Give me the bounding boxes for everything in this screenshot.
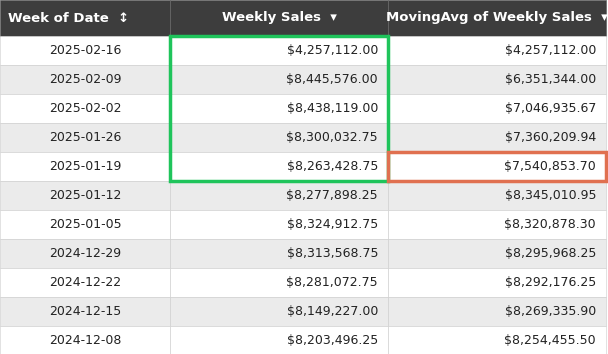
Bar bbox=[388, 297, 606, 326]
Bar bbox=[388, 65, 606, 94]
Text: 2025-02-09: 2025-02-09 bbox=[49, 73, 121, 86]
Bar bbox=[388, 152, 606, 181]
Bar bbox=[170, 268, 388, 297]
Bar bbox=[388, 0, 606, 36]
Bar bbox=[0, 0, 170, 36]
Text: 2024-12-22: 2024-12-22 bbox=[49, 276, 121, 289]
Bar bbox=[0, 239, 170, 268]
Text: $6,351,344.00: $6,351,344.00 bbox=[505, 73, 596, 86]
Text: $8,277,898.25: $8,277,898.25 bbox=[286, 189, 378, 202]
Bar bbox=[170, 239, 388, 268]
Text: $8,295,968.25: $8,295,968.25 bbox=[505, 247, 596, 260]
Bar bbox=[388, 94, 606, 123]
Text: Week of Date  ↕: Week of Date ↕ bbox=[8, 11, 129, 24]
Bar bbox=[170, 152, 388, 181]
Bar bbox=[0, 123, 170, 152]
Text: $8,313,568.75: $8,313,568.75 bbox=[286, 247, 378, 260]
Bar bbox=[170, 65, 388, 94]
Text: 2024-12-29: 2024-12-29 bbox=[49, 247, 121, 260]
Bar bbox=[388, 181, 606, 210]
Bar bbox=[170, 36, 388, 181]
Text: 2025-01-12: 2025-01-12 bbox=[49, 189, 121, 202]
Bar bbox=[0, 36, 170, 65]
Text: 2025-01-19: 2025-01-19 bbox=[49, 160, 121, 173]
Bar bbox=[170, 94, 388, 123]
Text: 2024-12-08: 2024-12-08 bbox=[49, 334, 121, 347]
Bar bbox=[0, 297, 170, 326]
Bar bbox=[170, 123, 388, 152]
Text: $8,324,912.75: $8,324,912.75 bbox=[287, 218, 378, 231]
Bar bbox=[0, 152, 170, 181]
Bar bbox=[170, 326, 388, 354]
Text: $8,300,032.75: $8,300,032.75 bbox=[286, 131, 378, 144]
Text: $8,320,878.30: $8,320,878.30 bbox=[505, 218, 596, 231]
Text: $7,360,209.94: $7,360,209.94 bbox=[505, 131, 596, 144]
Bar bbox=[170, 210, 388, 239]
Bar bbox=[388, 152, 606, 181]
Text: $4,257,112.00: $4,257,112.00 bbox=[505, 44, 596, 57]
Text: $4,257,112.00: $4,257,112.00 bbox=[286, 44, 378, 57]
Bar bbox=[170, 0, 388, 36]
Bar bbox=[388, 268, 606, 297]
Text: $8,263,428.75: $8,263,428.75 bbox=[286, 160, 378, 173]
Text: MovingAvg of Weekly Sales  ▾: MovingAvg of Weekly Sales ▾ bbox=[386, 11, 608, 24]
Bar bbox=[0, 65, 170, 94]
Text: $8,345,010.95: $8,345,010.95 bbox=[505, 189, 596, 202]
Text: $8,281,072.75: $8,281,072.75 bbox=[286, 276, 378, 289]
Text: $7,046,935.67: $7,046,935.67 bbox=[505, 102, 596, 115]
Bar bbox=[170, 181, 388, 210]
Bar bbox=[0, 326, 170, 354]
Bar bbox=[170, 297, 388, 326]
Text: 2025-01-26: 2025-01-26 bbox=[49, 131, 121, 144]
Text: $8,254,455.50: $8,254,455.50 bbox=[505, 334, 596, 347]
Text: 2025-01-05: 2025-01-05 bbox=[49, 218, 122, 231]
Bar bbox=[170, 36, 388, 65]
Bar bbox=[0, 210, 170, 239]
Text: Weekly Sales  ▾: Weekly Sales ▾ bbox=[221, 11, 336, 24]
Text: $8,149,227.00: $8,149,227.00 bbox=[286, 305, 378, 318]
Text: 2025-02-02: 2025-02-02 bbox=[49, 102, 121, 115]
Text: $8,269,335.90: $8,269,335.90 bbox=[505, 305, 596, 318]
Bar bbox=[0, 94, 170, 123]
Text: $8,445,576.00: $8,445,576.00 bbox=[286, 73, 378, 86]
Bar bbox=[388, 239, 606, 268]
Bar bbox=[388, 210, 606, 239]
Text: $7,540,853.70: $7,540,853.70 bbox=[504, 160, 596, 173]
Text: $8,203,496.25: $8,203,496.25 bbox=[287, 334, 378, 347]
Bar bbox=[388, 123, 606, 152]
Text: $8,438,119.00: $8,438,119.00 bbox=[286, 102, 378, 115]
Bar bbox=[0, 268, 170, 297]
Text: 2024-12-15: 2024-12-15 bbox=[49, 305, 121, 318]
Text: $8,292,176.25: $8,292,176.25 bbox=[505, 276, 596, 289]
Bar bbox=[388, 36, 606, 65]
Bar bbox=[0, 181, 170, 210]
Bar bbox=[388, 326, 606, 354]
Text: 2025-02-16: 2025-02-16 bbox=[49, 44, 121, 57]
